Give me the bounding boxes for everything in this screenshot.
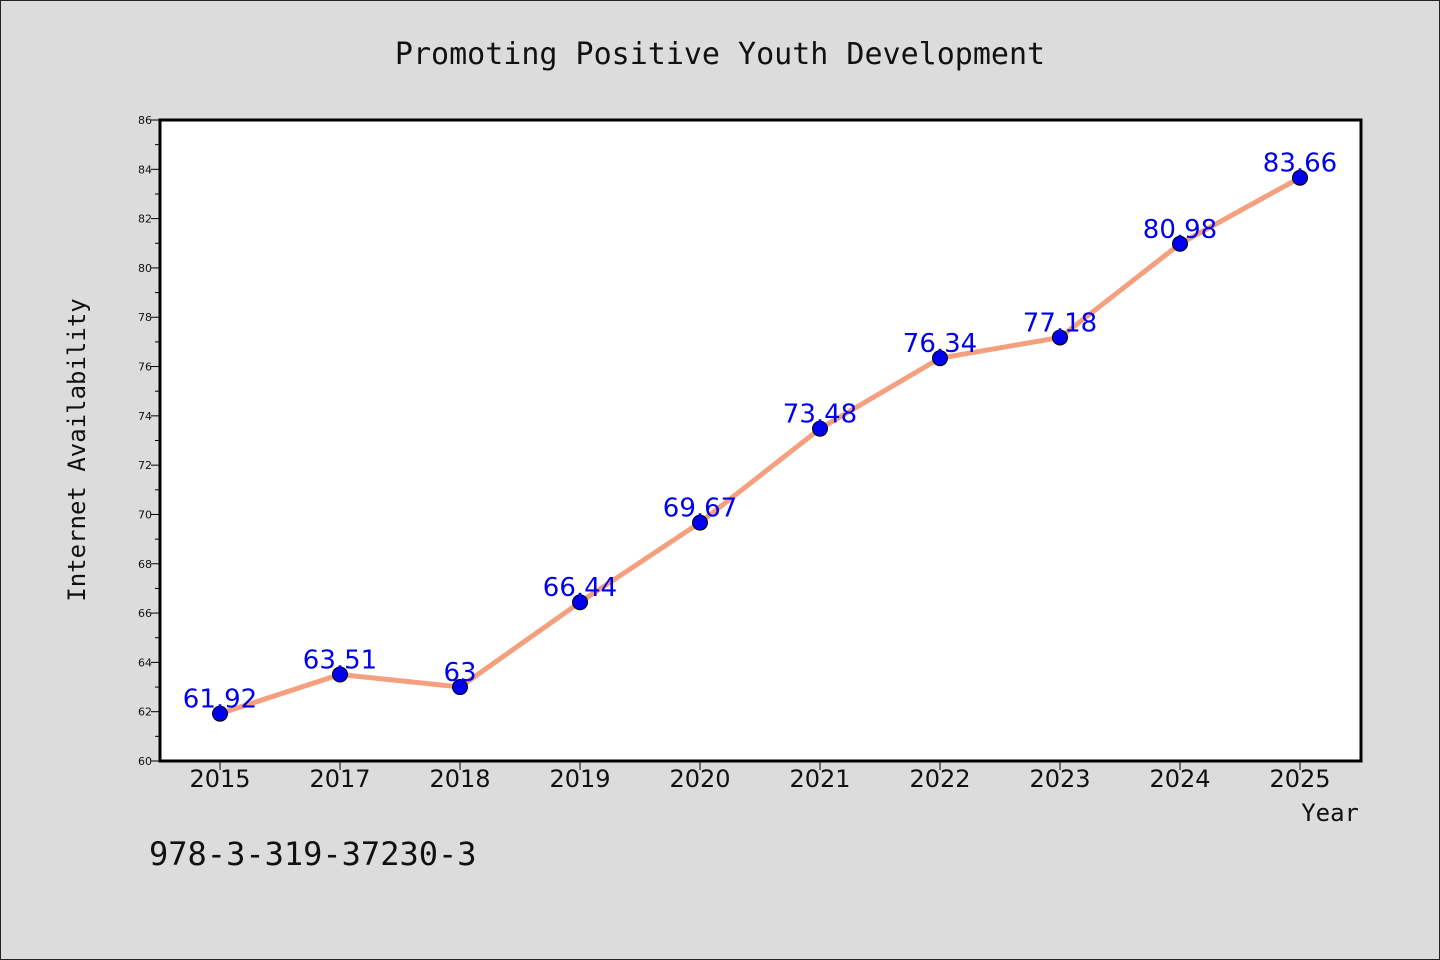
y-tick-label: 68 [138, 558, 152, 571]
x-tick-label: 2020 [669, 765, 730, 793]
data-point [572, 594, 588, 611]
y-axis: 60 62 64 66 68 70 72 74 76 78 80 82 84 86 [138, 114, 160, 768]
y-tick-label: 80 [138, 262, 152, 275]
data-markers [212, 169, 1308, 722]
data-point [1172, 235, 1188, 252]
data-label: 63.51 [303, 645, 377, 675]
data-point [452, 679, 468, 696]
data-label: 83.66 [1263, 149, 1337, 179]
data-point [692, 514, 708, 531]
data-point [212, 705, 228, 722]
y-tick-label: 60 [138, 755, 152, 768]
y-axis-title: Internet Availability [63, 298, 91, 601]
x-tick-label: 2023 [1029, 765, 1090, 793]
y-tick-label: 72 [138, 459, 152, 472]
x-tick-label: 2015 [189, 765, 250, 793]
data-label: 66.44 [543, 573, 617, 603]
data-point [1052, 329, 1068, 346]
data-point [332, 666, 348, 683]
data-label: 76.34 [903, 329, 977, 359]
x-tick-label: 2022 [909, 765, 970, 793]
x-axis-title: Year [1301, 799, 1359, 827]
y-tick-label: 78 [138, 311, 152, 324]
isbn-text: 978-3-319-37230-3 [149, 835, 477, 873]
plot-area [158, 118, 1363, 763]
y-tick-label: 70 [138, 508, 152, 521]
x-tick-label: 2019 [549, 765, 610, 793]
data-label: 61.92 [183, 685, 257, 715]
y-tick-label: 62 [138, 706, 152, 719]
y-tick-label: 86 [138, 114, 152, 127]
series-line [219, 175, 1302, 717]
x-tick-label: 2021 [789, 765, 850, 793]
x-tick-label: 2025 [1269, 765, 1330, 793]
x-tick-label: 2018 [429, 765, 490, 793]
data-label: 69.67 [663, 494, 737, 524]
data-label: 77.18 [1023, 308, 1097, 338]
chart-title: Promoting Positive Youth Development [395, 37, 1045, 72]
y-tick-label: 74 [138, 410, 152, 423]
data-point [1292, 169, 1308, 186]
data-point [812, 420, 828, 437]
data-label: 63 [443, 658, 476, 688]
y-tick-label: 84 [138, 163, 152, 176]
y-tick-label: 76 [138, 361, 152, 374]
y-tick-label: 82 [138, 213, 152, 226]
x-tick-label: 2017 [309, 765, 370, 793]
x-axis: 2015 2017 2018 2019 2020 2021 2022 2023 2024 2025 [189, 761, 1331, 793]
data-labels: 61.92 63.51 63 66.44 69.67 73.48 76.34 77.18 80.… [183, 149, 1337, 715]
y-tick-label: 64 [138, 656, 152, 669]
data-point [932, 350, 948, 367]
data-label: 80.98 [1143, 215, 1217, 245]
x-tick-label: 2024 [1149, 765, 1210, 793]
y-tick-label: 66 [138, 607, 152, 620]
data-label: 73.48 [783, 400, 857, 430]
